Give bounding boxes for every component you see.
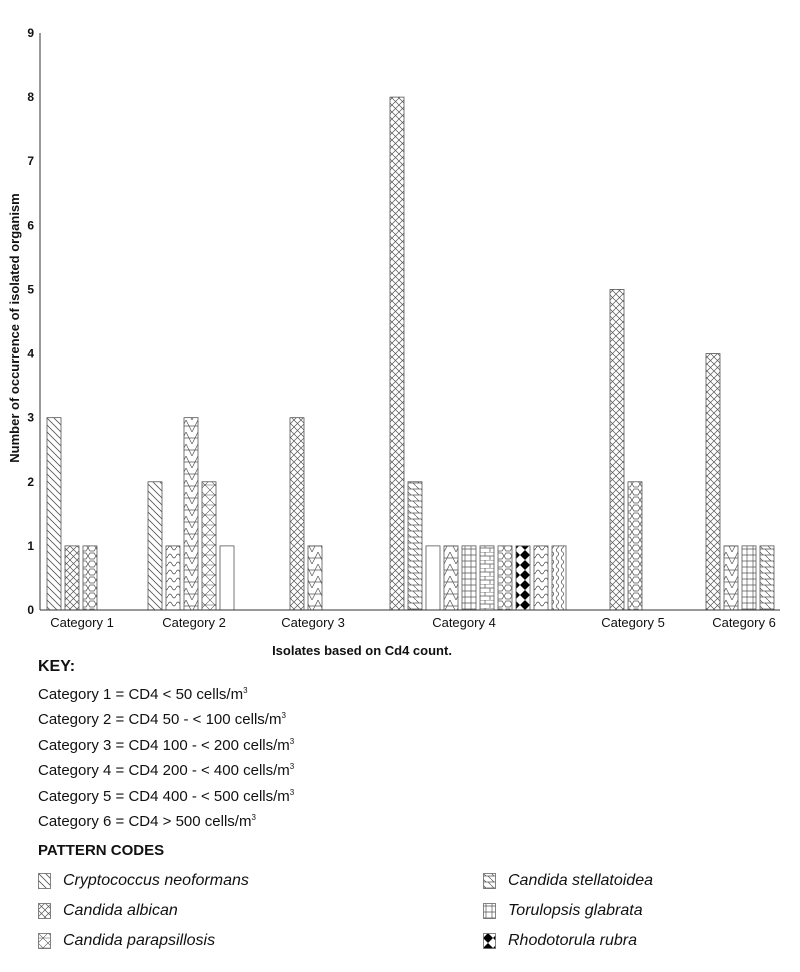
pattern-swatch	[38, 933, 51, 949]
key-line-text: Category 4 = CD4 200 - < 400 cells/m	[38, 762, 290, 779]
bar	[497, 545, 513, 611]
key-line: Category 4 = CD4 200 - < 400 cells/m3	[38, 756, 294, 782]
category-label: Category 6	[712, 615, 776, 630]
pattern-swatch	[483, 873, 496, 889]
bar	[461, 545, 477, 611]
bar	[407, 481, 423, 611]
key-line-text: Category 5 = CD4 400 - < 500 cells/m	[38, 787, 290, 805]
bars	[46, 96, 775, 611]
category-label: Category 3	[281, 615, 345, 630]
y-axis-ticks: 0 1 2 3 4 5 6 7 8 9	[27, 26, 34, 617]
bar	[705, 353, 721, 611]
pattern-code-item: Rhodotorula rubra	[483, 926, 653, 956]
y-tick-label: 3	[27, 411, 34, 425]
pattern-code-name: Cryptococcus neoformans	[63, 872, 249, 889]
key-line-text: Category 1 = CD4 < 50 cells/m	[38, 685, 244, 703]
key-line-superscript: 3	[281, 711, 286, 720]
bar	[479, 545, 495, 611]
pattern-code-item: Candida albican	[38, 896, 249, 926]
pattern-codes-right: Candida stellatoidea Torulopsis glabrata R…	[483, 866, 653, 956]
key-section: KEY: Category 1 = CD4 < 50 cells/m3 Categ…	[38, 656, 294, 833]
bar	[64, 545, 80, 611]
pattern-code-name: Rhodotorula rubra	[508, 932, 637, 949]
key-line-text: Category 3 = CD4 100 - < 200 cells/m	[38, 736, 290, 754]
bar	[389, 96, 405, 611]
bar	[627, 481, 643, 611]
pattern-code-name: Candida albican	[63, 902, 178, 919]
key-title: KEY:	[38, 658, 76, 675]
x-axis-title: Isolates based on Cd4 count.	[272, 643, 452, 658]
key-line-superscript: 3	[251, 813, 256, 822]
key-line-text: Category 2 = CD4 50 - < 100 cells/m	[38, 711, 282, 728]
pattern-code-item: Torulopsis glabrata	[483, 896, 653, 926]
bar	[425, 545, 441, 611]
bar	[201, 481, 217, 611]
bar	[443, 545, 459, 611]
pattern-codes-left: Cryptococcus neoformans Candida albican Ca…	[38, 866, 249, 956]
y-tick-label: 8	[27, 90, 34, 104]
bar	[165, 545, 181, 611]
pattern-swatch	[38, 873, 51, 889]
bar	[219, 545, 235, 611]
pattern-code-name: Candida parapsillosis	[63, 932, 216, 949]
pattern-codes-title: PATTERN CODES	[38, 842, 165, 859]
category-label: Category 2	[162, 615, 226, 630]
y-tick-label: 0	[27, 603, 34, 617]
pattern-code-item: Candida stellatoidea	[483, 866, 653, 896]
bar	[723, 545, 739, 611]
key-line-superscript: 3	[289, 787, 295, 797]
key-line-text: Category 6 = CD4 > 500 cells/m	[38, 813, 252, 830]
key-line: Category 5 = CD4 400 - < 500 cells/m3	[38, 782, 294, 808]
pattern-swatch	[483, 933, 496, 949]
key-lines: Category 1 = CD4 < 50 cells/m3 Category 2…	[38, 680, 294, 833]
y-tick-label: 4	[27, 347, 34, 361]
bar	[759, 545, 775, 611]
key-line: Category 3 = CD4 100 - < 200 cells/m3	[38, 731, 294, 757]
bar	[515, 545, 531, 611]
pattern-code-item: Candida parapsillosis	[38, 926, 249, 956]
key-line: Category 2 = CD4 50 - < 100 cells/m3	[38, 705, 294, 731]
y-tick-label: 7	[27, 154, 34, 168]
bar	[289, 417, 305, 611]
bar	[46, 417, 62, 611]
category-label: Category 1	[50, 615, 114, 630]
key-line-superscript: 3	[289, 736, 295, 746]
bar	[147, 481, 163, 611]
bar	[609, 289, 625, 611]
key-line: Category 1 = CD4 < 50 cells/m3	[38, 680, 294, 706]
bar	[82, 545, 98, 611]
y-axis-title: Number of occurrence of isolated organis…	[7, 193, 22, 462]
key-line-superscript: 3	[243, 685, 248, 695]
category-label: Category 4	[432, 615, 496, 630]
bar	[183, 417, 199, 611]
bar	[307, 545, 323, 611]
category-label: Category 5	[601, 615, 665, 630]
pattern-swatch	[38, 903, 51, 919]
y-tick-label: 2	[27, 475, 34, 489]
pattern-code-name: Torulopsis glabrata	[508, 902, 643, 919]
key-line: Category 6 = CD4 > 500 cells/m3	[38, 807, 294, 833]
pattern-code-name: Candida stellatoidea	[508, 872, 653, 889]
y-tick-label: 1	[27, 539, 34, 553]
pattern-swatch	[483, 903, 496, 919]
bar	[551, 545, 567, 611]
y-tick-label: 5	[27, 282, 34, 296]
category-labels: Category 1 Category 2 Category 3 Category 4…	[50, 615, 776, 630]
bar	[741, 545, 757, 611]
key-line-superscript: 3	[289, 762, 295, 771]
pattern-code-item: Cryptococcus neoformans	[38, 866, 249, 896]
bar	[533, 545, 549, 611]
y-tick-label: 6	[27, 218, 34, 232]
y-tick-label: 9	[27, 26, 34, 40]
